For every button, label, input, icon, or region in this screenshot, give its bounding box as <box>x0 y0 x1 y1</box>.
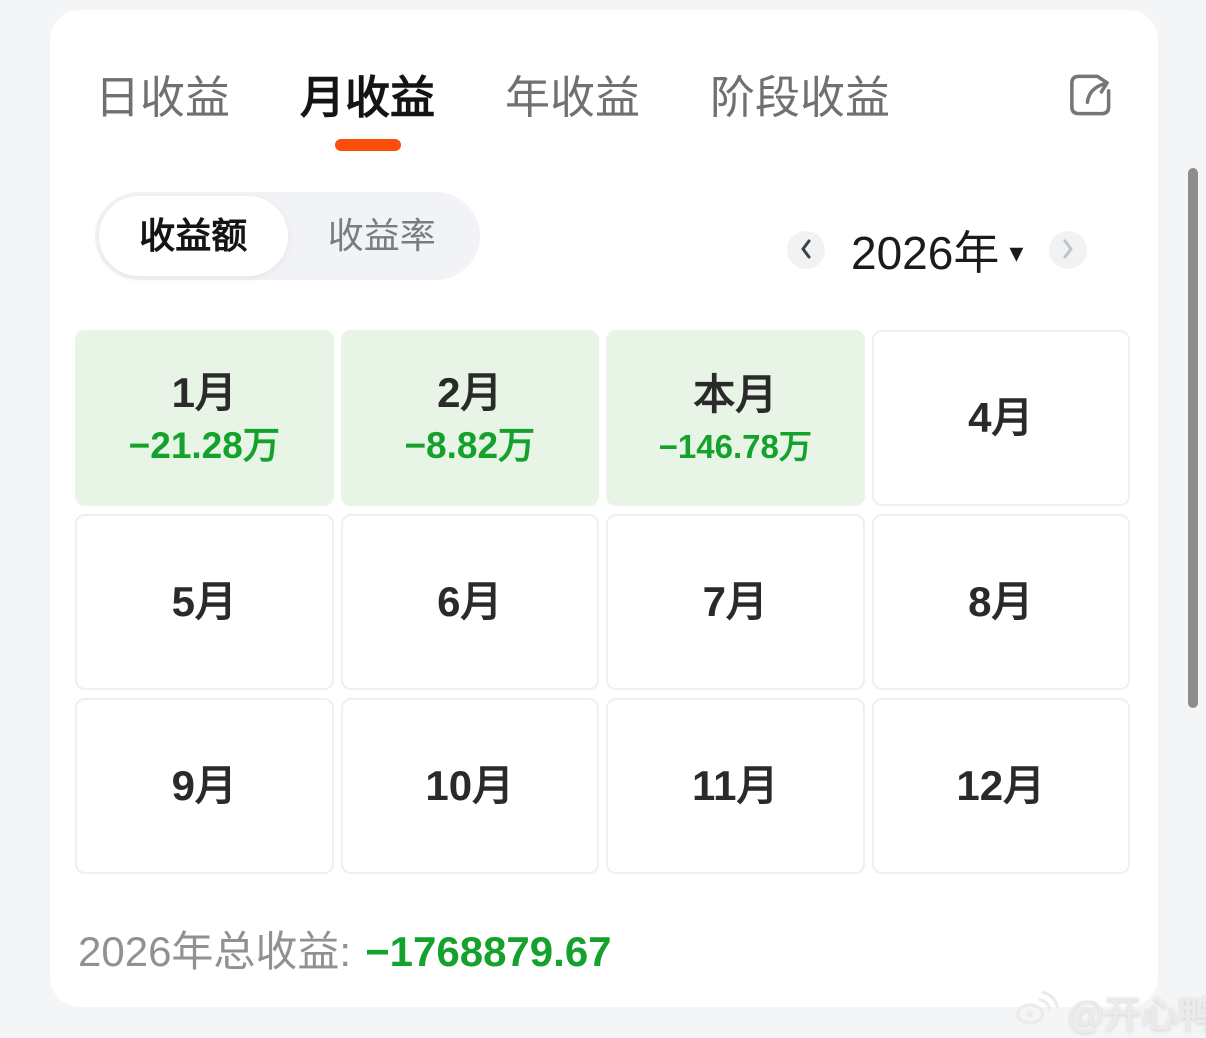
month-cell-current[interactable]: 本月 −146.78万 <box>606 330 865 506</box>
month-cell-6[interactable]: 6月 <box>340 514 599 690</box>
tab-bar: 日收益 月收益 年收益 阶段收益 <box>95 68 890 128</box>
month-value: −146.78万 <box>658 427 812 465</box>
month-cell-5[interactable]: 5月 <box>75 514 334 690</box>
month-label: 7月 <box>702 577 768 625</box>
month-cell-10[interactable]: 10月 <box>340 698 599 874</box>
weibo-icon <box>1014 988 1060 1035</box>
month-label: 4月 <box>968 393 1034 441</box>
month-label: 9月 <box>171 761 237 809</box>
share-button[interactable] <box>1060 66 1120 126</box>
annual-total-value: −1768879.67 <box>365 928 612 975</box>
month-label: 2月 <box>437 369 503 416</box>
toggle-income-rate[interactable]: 收益率 <box>327 215 436 256</box>
month-cell-1[interactable]: 1月 −21.28万 <box>75 330 334 506</box>
income-panel: 日收益 月收益 年收益 阶段收益 收益额 收益率 2026年 ▾ <box>50 10 1158 1007</box>
month-value: −21.28万 <box>128 425 280 467</box>
chevron-right-icon <box>1060 237 1076 264</box>
scrollbar-thumb[interactable] <box>1188 168 1198 708</box>
month-cell-7[interactable]: 7月 <box>606 514 865 690</box>
tab-yearly-income[interactable]: 年收益 <box>505 72 641 123</box>
month-cell-11[interactable]: 11月 <box>606 698 865 874</box>
tab-monthly-income[interactable]: 月收益 <box>300 68 435 128</box>
share-icon <box>1061 74 1119 127</box>
annual-total: 2026年总收益: −1768879.67 <box>78 918 612 979</box>
watermark-handle: @开心鸭 <box>1068 994 1206 1035</box>
prev-year-button[interactable] <box>787 231 825 269</box>
month-cell-12[interactable]: 12月 <box>871 698 1130 874</box>
year-label: 2026年 <box>851 227 1000 279</box>
month-label: 本月 <box>693 371 778 419</box>
month-label: 10月 <box>425 761 515 809</box>
toggle-income-amount[interactable]: 收益额 <box>99 196 288 276</box>
month-label: 1月 <box>171 369 237 416</box>
month-label: 5月 <box>171 577 237 625</box>
year-selector[interactable]: 2026年 ▾ <box>851 217 1023 283</box>
month-cell-9[interactable]: 9月 <box>75 698 334 874</box>
tab-daily-income[interactable]: 日收益 <box>95 72 231 123</box>
month-cell-2[interactable]: 2月 −8.82万 <box>340 330 599 506</box>
month-label: 12月 <box>956 761 1046 809</box>
month-value: −8.82万 <box>404 425 536 467</box>
watermark: @开心鸭 <box>1014 984 1206 1038</box>
next-year-button[interactable] <box>1049 231 1088 269</box>
chevron-left-icon <box>798 237 814 264</box>
month-cell-4[interactable]: 4月 <box>871 330 1130 506</box>
month-grid: 1月 −21.28万 2月 −8.82万 本月 −146.78万 4月 5月 6… <box>75 330 1130 874</box>
tab-period-income[interactable]: 阶段收益 <box>710 72 891 123</box>
month-label: 11月 <box>692 761 779 809</box>
month-label: 6月 <box>437 577 503 625</box>
caret-down-icon: ▾ <box>1009 236 1024 268</box>
annual-total-label: 2026年总收益: <box>78 928 352 975</box>
month-cell-8[interactable]: 8月 <box>871 514 1130 690</box>
month-label: 8月 <box>968 577 1034 625</box>
year-navigator: 2026年 ▾ <box>787 217 1088 283</box>
metric-toggle: 收益额 收益率 <box>95 192 480 280</box>
